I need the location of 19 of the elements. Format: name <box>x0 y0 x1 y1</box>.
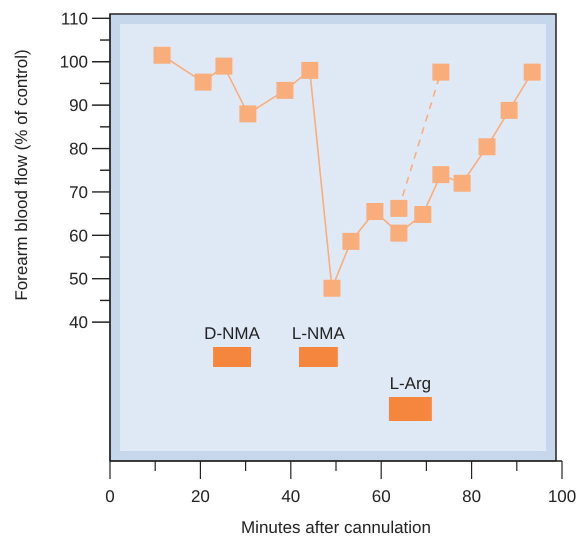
band-label: L-NMA <box>292 324 346 343</box>
band-label: L-Arg <box>390 374 432 393</box>
y-tick-label: 50 <box>69 270 88 289</box>
x-tick-label: 100 <box>548 487 576 506</box>
x-tick-label: 60 <box>372 487 391 506</box>
x-tick-label: 80 <box>462 487 482 506</box>
y-tick-label: 60 <box>69 226 88 246</box>
y-tick-label: 110 <box>60 9 88 28</box>
x-tick-label: 0 <box>105 487 115 506</box>
band-label: D-NMA <box>204 324 261 343</box>
x-axis-title: Minutes after cannulation <box>241 518 431 537</box>
y-tick-label: 100 <box>60 52 88 72</box>
y-tick-label: 80 <box>69 140 88 159</box>
y-axis-title: Forearm blood flow (% of control) <box>12 49 31 301</box>
y-tick-label: 90 <box>69 96 88 116</box>
x-tick-label: 20 <box>190 487 210 506</box>
y-tick-label: 40 <box>69 313 88 332</box>
y-tick-label: 70 <box>69 182 88 202</box>
x-tick-label: 40 <box>281 487 300 506</box>
